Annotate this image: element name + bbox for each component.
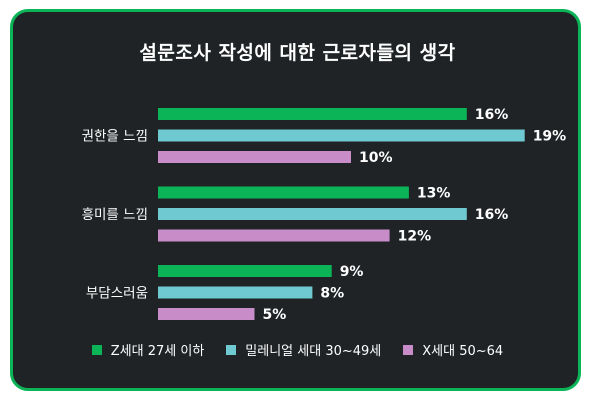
bar-value-label: 9% [340,264,364,280]
bar [158,108,467,120]
bar [158,265,332,277]
bar [158,129,525,142]
bar-value-label: 16% [475,207,509,223]
category-label: 흥미를 느낌 [82,207,148,223]
bar [158,186,409,199]
bar [158,151,351,163]
category-label: 권한을 느낌 [82,129,148,145]
bar-value-label: 10% [359,150,393,166]
legend: Z세대 27세 이하 밀레니얼 세대 30~49세 X세대 50~64 [0,340,595,359]
chart-card [10,9,581,391]
bar-value-label: 8% [320,286,344,302]
legend-label-x: X세대 50~64 [422,344,504,359]
bar-value-label: 19% [533,129,567,145]
legend-item-millennial: 밀레니얼 세대 30~49세 [226,340,381,359]
bar-value-label: 13% [417,186,451,202]
chart-title: 설문조사 작성에 대한 근로자들의 생각 [139,42,456,64]
legend-swatch-z [91,344,102,355]
bar [158,229,390,242]
bar [158,308,255,320]
bar [158,286,313,299]
legend-label-z: Z세대 27세 이하 [110,344,205,359]
bar-value-label: 16% [475,107,509,123]
bar-value-label: 5% [263,307,287,323]
legend-item-z: Z세대 27세 이하 [91,340,205,359]
legend-swatch-millennial [226,344,237,355]
bar-value-label: 12% [398,229,432,245]
category-label: 부담스러움 [86,286,148,302]
legend-item-x: X세대 50~64 [403,340,503,359]
bar [158,208,467,220]
legend-label-millennial: 밀레니얼 세대 30~49세 [245,344,382,359]
legend-swatch-x [403,344,414,355]
